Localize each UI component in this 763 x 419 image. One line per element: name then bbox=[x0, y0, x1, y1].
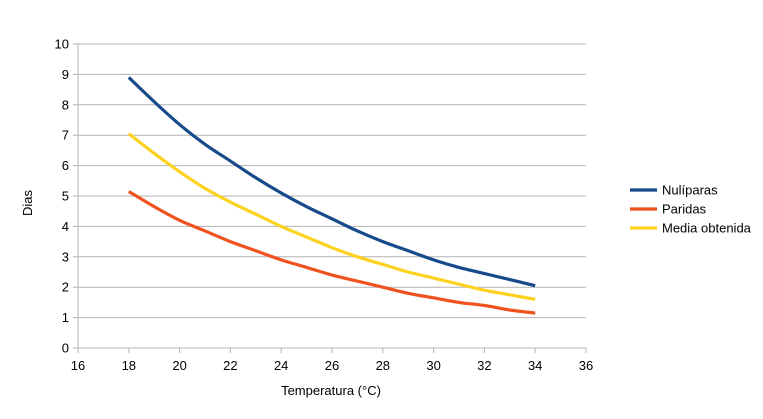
y-tick-label: 8 bbox=[62, 97, 69, 112]
series-line-3 bbox=[127, 132, 536, 301]
y-tick-label: 4 bbox=[62, 219, 69, 234]
x-tick-label: 22 bbox=[223, 358, 237, 373]
legend-label-2: Paridas bbox=[662, 202, 707, 217]
x-tick-label: 18 bbox=[122, 358, 136, 373]
x-axis-label: Temperatura (°C) bbox=[281, 383, 381, 398]
y-tick-labels: 0 1 2 3 4 5 6 7 8 9 10 bbox=[55, 37, 69, 356]
y-tick-label: 5 bbox=[62, 189, 69, 204]
y-tick-label: 10 bbox=[55, 37, 69, 52]
y-tick-label: 6 bbox=[62, 158, 69, 173]
series-line-1 bbox=[127, 76, 536, 288]
gridlines bbox=[78, 43, 586, 349]
axes bbox=[73, 43, 587, 353]
series-lines bbox=[127, 76, 536, 315]
y-tick-label: 2 bbox=[62, 280, 69, 295]
x-tick-label: 34 bbox=[528, 358, 542, 373]
legend: Nulíparas Paridas Media obtenida bbox=[630, 183, 752, 236]
x-tick-labels: 16 18 20 22 24 26 28 30 32 34 36 bbox=[71, 358, 593, 373]
series-line-2 bbox=[127, 190, 536, 315]
x-tick-label: 26 bbox=[325, 358, 339, 373]
x-tick-label: 28 bbox=[376, 358, 390, 373]
x-tick-label: 32 bbox=[477, 358, 491, 373]
x-tick-label: 30 bbox=[426, 358, 440, 373]
y-tick-label: 7 bbox=[62, 128, 69, 143]
y-tick-label: 3 bbox=[62, 249, 69, 264]
x-tick-label: 24 bbox=[274, 358, 288, 373]
legend-label-1: Nulíparas bbox=[662, 183, 718, 198]
x-tick-label: 36 bbox=[579, 358, 593, 373]
legend-label-3: Media obtenida bbox=[662, 221, 752, 236]
y-tick-label: 1 bbox=[62, 310, 69, 325]
y-tick-label: 9 bbox=[62, 67, 69, 82]
y-tick-label: 0 bbox=[62, 341, 69, 356]
x-tick-label: 16 bbox=[71, 358, 85, 373]
x-tick-label: 20 bbox=[172, 358, 186, 373]
y-axis-label: Dias bbox=[20, 190, 35, 217]
